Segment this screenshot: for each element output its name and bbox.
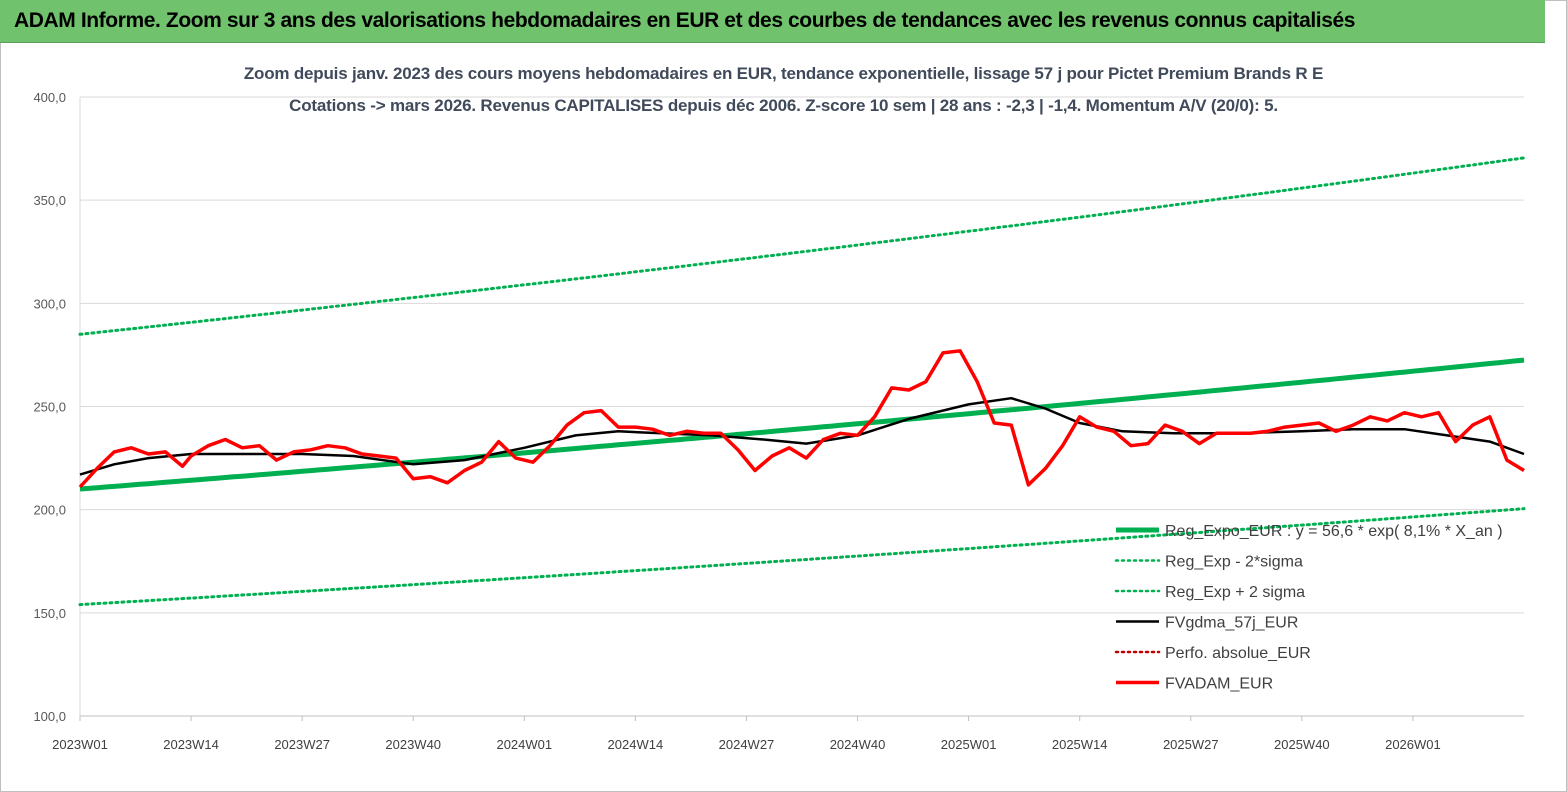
x-tick-label: 2025W27 — [1163, 737, 1219, 752]
series-reg-exp-2-sigma — [78, 507, 1526, 607]
x-tick-label: 2026W01 — [1385, 737, 1441, 752]
x-tick-label: 2024W01 — [496, 737, 552, 752]
legend-label: FVgdma_57j_EUR — [1165, 615, 1298, 632]
x-tick-label: 2024W27 — [719, 737, 775, 752]
chart-title: Zoom depuis janv. 2023 des cours moyens … — [243, 64, 1324, 83]
x-tick-label: 2024W40 — [830, 737, 886, 752]
legend: Reg_Expo_EUR : y = 56,6 * exp( 8,1% * X_… — [1114, 523, 1503, 693]
legend-label: Reg_Exp - 2*sigma — [1165, 554, 1303, 571]
series-reg-expo-eur-y-56-6-exp-8-1-x-an — [79, 357, 1525, 492]
x-tick-label: 2023W40 — [385, 737, 441, 752]
y-tick-label: 250,0 — [33, 400, 66, 415]
legend-label: Perfo. absolue_EUR — [1165, 645, 1311, 662]
y-tick-label: 200,0 — [33, 503, 66, 518]
x-tick-label: 2025W40 — [1274, 737, 1330, 752]
report-banner: ADAM Informe. Zoom sur 3 ans des valoris… — [0, 0, 1545, 43]
series-reg-exp-2-sigma — [78, 156, 1526, 336]
x-tick-label: 2023W01 — [52, 737, 108, 752]
x-tick-label: 2023W14 — [163, 737, 219, 752]
x-tick-label: 2024W14 — [608, 737, 664, 752]
series-fvadam-eur — [78, 349, 1525, 489]
y-tick-label: 400,0 — [33, 90, 66, 105]
grid-lines — [79, 96, 1524, 717]
x-tick-label: 2025W14 — [1052, 737, 1108, 752]
legend-label: Reg_Exp + 2 sigma — [1165, 584, 1305, 601]
y-tick-label: 300,0 — [33, 296, 66, 311]
x-tick-label: 2025W01 — [941, 737, 997, 752]
report-title: ADAM Informe. Zoom sur 3 ans des valoris… — [14, 9, 1356, 32]
y-tick-label: 150,0 — [33, 606, 66, 621]
legend-label: Reg_Expo_EUR : y = 56,6 * exp( 8,1% * X_… — [1165, 523, 1503, 540]
series-group — [78, 156, 1526, 607]
x-axis-ticks: 2023W01 2023W14 2023W27 2023W40 2024W01 2024W… — [52, 716, 1441, 752]
x-tick-label: 2023W27 — [274, 737, 330, 752]
y-tick-label: 100,0 — [33, 709, 66, 724]
chart-subtitle: Cotations -> mars 2026. Revenus CAPITALI… — [289, 96, 1278, 115]
y-tick-label: 350,0 — [33, 193, 66, 208]
series-fvgdma-57j-eur — [79, 396, 1525, 476]
legend-label: FVADAM_EUR — [1165, 676, 1273, 693]
y-axis-ticks: 100,0 150,0 200,0 250,0 300,0 350,0 400,0 — [33, 90, 66, 724]
